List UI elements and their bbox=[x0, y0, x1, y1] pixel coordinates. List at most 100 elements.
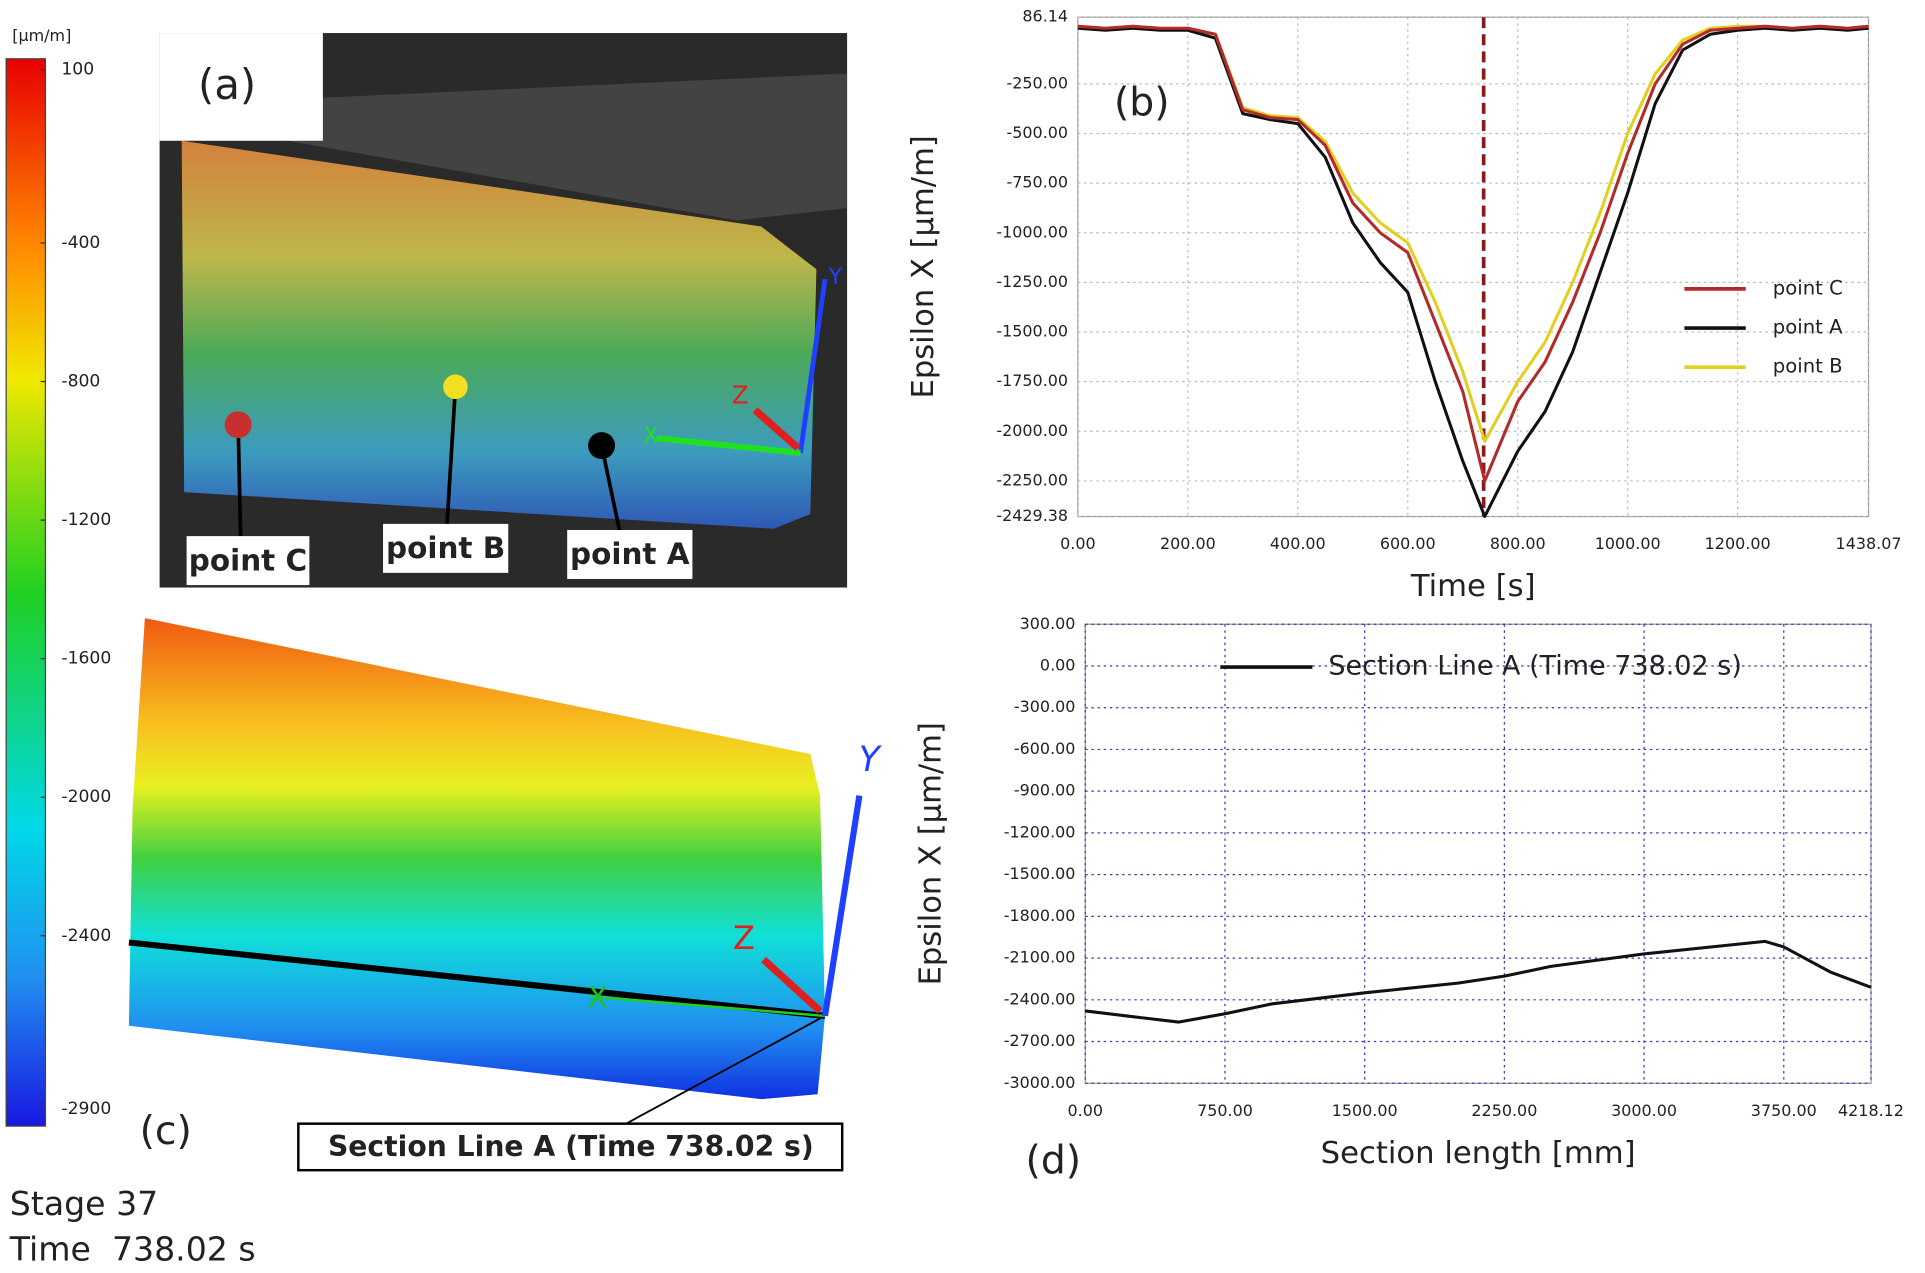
label-box bbox=[159, 33, 323, 141]
x-axis-arrow bbox=[589, 995, 826, 1018]
y-tick-label: -3000.00 bbox=[1004, 1073, 1076, 1092]
y-tick-label: -1500.00 bbox=[996, 322, 1068, 341]
x-tick-label: 1500.00 bbox=[1332, 1101, 1398, 1120]
colorbar-tick-label: 100 bbox=[61, 60, 94, 80]
y-tick-label: -750.00 bbox=[1007, 173, 1069, 192]
y-tick-label: -2250.00 bbox=[996, 470, 1068, 489]
panel-label: (c) bbox=[140, 1109, 192, 1154]
label-box bbox=[186, 536, 310, 586]
y-tick-label: -1800.00 bbox=[1004, 906, 1076, 925]
series-line bbox=[1085, 939, 1872, 1024]
point-label: point B bbox=[386, 531, 505, 565]
y-tick-label: -2429.38 bbox=[996, 506, 1068, 525]
x-tick-label: 1200.00 bbox=[1705, 534, 1771, 553]
panel-label: (d) bbox=[1026, 1138, 1082, 1183]
y-tick-label: -300.00 bbox=[1014, 697, 1076, 716]
y-tick-label: -500.00 bbox=[1007, 123, 1069, 142]
strain-field bbox=[181, 140, 817, 529]
y-axis-title: Epsilon X [µm/m] bbox=[913, 722, 948, 985]
y-tick-label: -250.00 bbox=[1007, 73, 1069, 92]
y-tick-label: -1750.00 bbox=[996, 371, 1068, 390]
x-tick-label: 400.00 bbox=[1270, 534, 1326, 553]
series-line bbox=[1077, 26, 1869, 518]
strain-field bbox=[128, 618, 825, 1100]
panel-label: (a) bbox=[198, 60, 256, 109]
plot-area bbox=[1084, 623, 1872, 1084]
legend-label: point B bbox=[1773, 355, 1843, 378]
point-a bbox=[588, 432, 616, 460]
colorbar-tick-label: -800 bbox=[61, 372, 100, 392]
axis-letter: X bbox=[643, 424, 658, 449]
colorbar-label: [µm/m] bbox=[12, 26, 71, 45]
y-tick-label: -2000.00 bbox=[996, 421, 1068, 440]
leader bbox=[445, 386, 458, 527]
callout-box bbox=[297, 1122, 844, 1172]
axis-letter: Z bbox=[732, 381, 749, 410]
x-axis-arrow bbox=[656, 435, 801, 456]
y-tick-label: -600.00 bbox=[1014, 739, 1076, 758]
colorbar-tick-label: -2400 bbox=[61, 926, 111, 946]
z-axis-arrow bbox=[761, 956, 823, 1014]
y-tick-label: -2700.00 bbox=[1004, 1031, 1076, 1050]
callout-leader bbox=[625, 1017, 821, 1125]
y-tick-label: 0.00 bbox=[1040, 656, 1076, 675]
colorbar-tick-label: -1200 bbox=[61, 510, 111, 530]
z-axis-arrow bbox=[752, 407, 801, 451]
y-tick-label: -1200.00 bbox=[1004, 822, 1076, 841]
x-axis-title: Section length [mm] bbox=[1321, 1136, 1636, 1171]
y-axis-arrow bbox=[798, 278, 828, 454]
callout: Section Line A (Time 738.02 s) bbox=[328, 1130, 814, 1163]
y-tick-label: 300.00 bbox=[1020, 614, 1076, 633]
x-tick-label: 200.00 bbox=[1160, 534, 1216, 553]
x-tick-label: 750.00 bbox=[1197, 1101, 1253, 1120]
colorbar-tick-label: -400 bbox=[61, 233, 100, 253]
section-line bbox=[128, 939, 826, 1019]
plot-area bbox=[1077, 16, 1870, 518]
x-tick-label: 3750.00 bbox=[1751, 1101, 1817, 1120]
y-tick-label: -2400.00 bbox=[1004, 989, 1076, 1008]
leader bbox=[236, 424, 243, 539]
y-tick-label: -1000.00 bbox=[996, 222, 1068, 241]
leader bbox=[599, 445, 622, 533]
x-tick-label: 0.00 bbox=[1060, 534, 1096, 553]
time: Time 738.02 s bbox=[9, 1229, 256, 1268]
point-label: point C bbox=[189, 543, 307, 577]
point-c bbox=[224, 411, 252, 439]
y-axis-arrow bbox=[821, 795, 863, 1017]
axis-letter: X bbox=[588, 980, 608, 1014]
x-tick-label: 1438.07 bbox=[1836, 534, 1902, 553]
panel-label: (b) bbox=[1114, 81, 1170, 126]
y-tick-label: -1250.00 bbox=[996, 272, 1068, 291]
label-box bbox=[567, 530, 693, 579]
x-tick-label: 800.00 bbox=[1490, 534, 1546, 553]
legend-label: Section Line A (Time 738.02 s) bbox=[1328, 651, 1742, 682]
colorbar-tick-label: -2900 bbox=[61, 1099, 111, 1119]
axis-letter: Y bbox=[828, 265, 843, 290]
x-tick-label: 1000.00 bbox=[1595, 534, 1661, 553]
x-axis-title: Time [s] bbox=[1410, 569, 1536, 604]
y-tick-label: -900.00 bbox=[1014, 781, 1076, 800]
label-box bbox=[383, 523, 509, 573]
colorbar-ticks: 100 -400 -800 -1200 -1600 -2000 -2400 -2900 bbox=[40, 60, 111, 1119]
x-tick-label: 0.00 bbox=[1068, 1101, 1104, 1120]
legend-label: point A bbox=[1773, 316, 1843, 339]
colorbar-tick-label: -2000 bbox=[61, 787, 111, 807]
axis-letter: Z bbox=[733, 919, 755, 957]
colorbar-tick-label: -1600 bbox=[61, 649, 111, 669]
x-tick-label: 600.00 bbox=[1380, 534, 1436, 553]
y-tick-label: -2100.00 bbox=[1004, 948, 1076, 967]
x-tick-label: 2250.00 bbox=[1471, 1101, 1537, 1120]
background bbox=[184, 73, 848, 221]
colorbar bbox=[5, 58, 47, 1127]
y-axis-title: Epsilon X [µm/m] bbox=[906, 135, 941, 398]
series-line bbox=[1077, 24, 1869, 483]
point-b bbox=[443, 374, 468, 400]
point-label: point A bbox=[570, 537, 690, 571]
y-tick-label: 86.14 bbox=[1022, 7, 1068, 26]
y-tick-label: -1500.00 bbox=[1004, 864, 1076, 883]
stage: Stage 37 bbox=[10, 1184, 158, 1223]
axis-letter: Y bbox=[859, 740, 883, 780]
legend-label: point C bbox=[1773, 276, 1843, 299]
